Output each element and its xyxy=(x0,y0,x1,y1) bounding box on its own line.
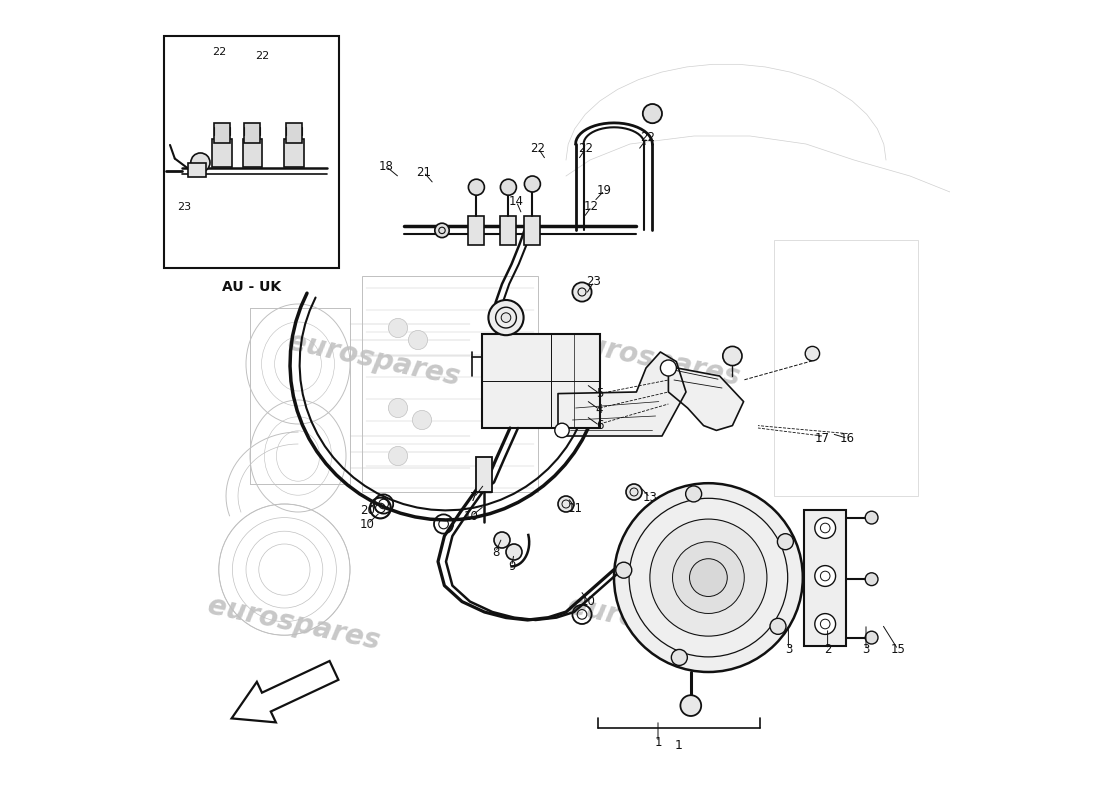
Bar xyxy=(243,139,262,167)
Text: 20: 20 xyxy=(360,504,375,517)
Text: 12: 12 xyxy=(584,200,600,213)
Text: 3: 3 xyxy=(862,643,870,656)
Bar xyxy=(285,139,304,167)
Circle shape xyxy=(815,518,836,538)
Text: 18: 18 xyxy=(378,160,394,173)
Circle shape xyxy=(506,544,522,560)
Circle shape xyxy=(469,179,484,195)
Bar xyxy=(500,216,516,245)
Circle shape xyxy=(388,318,408,338)
Circle shape xyxy=(488,300,524,335)
Circle shape xyxy=(681,695,701,716)
Text: 13: 13 xyxy=(642,491,658,504)
Circle shape xyxy=(650,519,767,636)
Text: 17: 17 xyxy=(814,432,829,445)
Circle shape xyxy=(723,346,743,366)
Text: 8: 8 xyxy=(492,546,499,558)
Bar xyxy=(482,334,601,428)
Circle shape xyxy=(805,346,820,361)
Text: 7: 7 xyxy=(471,491,477,504)
Bar xyxy=(476,457,493,492)
Text: 10: 10 xyxy=(581,595,596,608)
Circle shape xyxy=(815,614,836,634)
Polygon shape xyxy=(669,366,744,430)
Text: 10: 10 xyxy=(360,518,375,530)
Text: 14: 14 xyxy=(509,195,524,208)
Text: 10: 10 xyxy=(464,510,478,522)
Circle shape xyxy=(660,360,676,376)
Text: 9: 9 xyxy=(508,560,515,573)
Circle shape xyxy=(388,398,408,418)
Bar xyxy=(286,123,302,143)
Text: 11: 11 xyxy=(568,502,583,514)
Circle shape xyxy=(770,618,786,634)
Text: eurospares: eurospares xyxy=(565,328,742,392)
Circle shape xyxy=(554,423,569,438)
Text: AU - UK: AU - UK xyxy=(222,280,282,294)
Bar xyxy=(244,123,261,143)
Bar xyxy=(525,216,540,245)
Bar xyxy=(212,139,232,167)
Bar xyxy=(804,510,846,646)
Text: 5: 5 xyxy=(596,387,603,400)
Text: 15: 15 xyxy=(891,643,905,656)
Bar xyxy=(774,240,918,496)
Text: 1: 1 xyxy=(675,739,683,752)
Text: 16: 16 xyxy=(840,432,855,445)
Text: 22: 22 xyxy=(530,142,546,154)
Text: 4: 4 xyxy=(596,403,603,416)
Circle shape xyxy=(190,153,210,172)
Circle shape xyxy=(494,532,510,548)
Circle shape xyxy=(500,179,516,195)
Text: 22: 22 xyxy=(579,142,594,154)
Circle shape xyxy=(434,223,449,238)
Text: 6: 6 xyxy=(596,419,603,432)
Text: eurospares: eurospares xyxy=(285,328,463,392)
Bar xyxy=(469,216,484,245)
Circle shape xyxy=(815,566,836,586)
Text: 23: 23 xyxy=(586,275,602,288)
Text: 3: 3 xyxy=(784,643,792,656)
Circle shape xyxy=(525,176,540,192)
Circle shape xyxy=(685,486,702,502)
Circle shape xyxy=(672,542,745,614)
Circle shape xyxy=(866,511,878,524)
Text: 2: 2 xyxy=(824,643,832,656)
Circle shape xyxy=(412,410,431,430)
Text: 22: 22 xyxy=(640,131,656,144)
Circle shape xyxy=(502,313,510,322)
Bar xyxy=(362,276,538,492)
Text: 23: 23 xyxy=(177,202,191,212)
Text: 1: 1 xyxy=(654,736,662,749)
FancyArrow shape xyxy=(232,661,339,722)
Circle shape xyxy=(408,330,428,350)
Circle shape xyxy=(614,483,803,672)
Circle shape xyxy=(558,496,574,512)
Circle shape xyxy=(671,650,688,666)
Text: 21: 21 xyxy=(416,166,431,178)
Circle shape xyxy=(866,573,878,586)
Polygon shape xyxy=(558,352,686,436)
Circle shape xyxy=(642,104,662,123)
Bar xyxy=(188,162,206,177)
Text: eurospares: eurospares xyxy=(565,592,742,656)
Text: eurospares: eurospares xyxy=(206,592,383,656)
Circle shape xyxy=(616,562,631,578)
FancyBboxPatch shape xyxy=(164,36,339,268)
Circle shape xyxy=(626,484,642,500)
Circle shape xyxy=(388,446,408,466)
Circle shape xyxy=(778,534,793,550)
Circle shape xyxy=(690,558,727,597)
Text: 22: 22 xyxy=(255,51,270,61)
Text: 22: 22 xyxy=(211,46,226,57)
Circle shape xyxy=(572,282,592,302)
Text: 19: 19 xyxy=(597,184,612,197)
Circle shape xyxy=(866,631,878,644)
Bar xyxy=(214,123,230,143)
